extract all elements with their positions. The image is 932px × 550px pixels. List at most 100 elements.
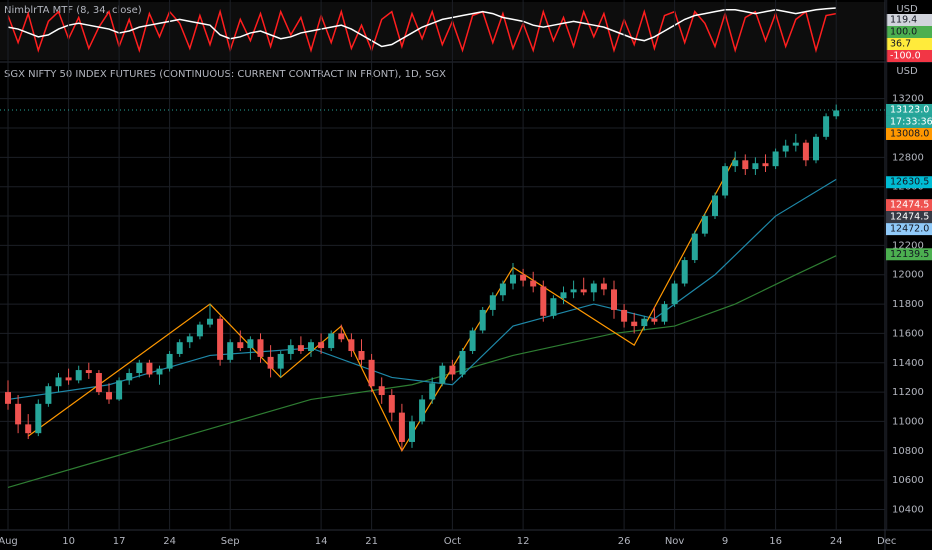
x-tick-label: Sep	[221, 536, 240, 547]
x-tick-label: Oct	[444, 536, 461, 547]
y-tick-label: 12800	[892, 152, 924, 163]
y-tick-label: 10800	[892, 446, 924, 457]
candle-body	[691, 233, 698, 261]
candle-body	[489, 295, 496, 310]
candle-body	[156, 368, 163, 375]
candle-body	[772, 151, 779, 167]
indicator-title: NimblrTA MTF (8, 34, close)	[4, 5, 142, 16]
candle-body	[116, 380, 123, 400]
candle-body	[661, 304, 668, 322]
candle-body	[348, 339, 355, 352]
candle-body	[217, 318, 224, 360]
candle-body	[671, 283, 678, 305]
candle-body	[237, 342, 244, 349]
candle-body	[752, 163, 759, 170]
candle-body	[85, 370, 92, 374]
candle-body	[782, 145, 789, 152]
candle-body	[65, 377, 72, 381]
price-badge-label: 12474.5	[890, 212, 929, 223]
indicator-line	[7, 7, 837, 48]
candle-body	[25, 424, 32, 434]
price-badge-label: 100.0	[890, 27, 917, 38]
candle-body	[247, 339, 254, 349]
candle-body	[398, 412, 405, 442]
y-tick-label: 11000	[892, 416, 924, 427]
candle-body	[469, 330, 476, 352]
candle-body	[5, 392, 11, 404]
candle-body	[560, 292, 567, 299]
candle-body	[641, 318, 648, 327]
price-badge	[886, 14, 932, 26]
candle-body	[15, 403, 22, 425]
candle-body	[823, 116, 830, 137]
price-badge-label: 12474.5	[890, 200, 929, 211]
x-tick-label: Nov	[665, 536, 685, 547]
x-tick-label: 10	[62, 536, 75, 547]
candle-body	[328, 333, 335, 349]
price-badge	[886, 103, 932, 116]
x-tick-label: 24	[830, 536, 843, 547]
overlay-line	[7, 255, 837, 489]
x-tick-label: 14	[315, 536, 328, 547]
candle-body	[257, 339, 264, 357]
candle-body	[499, 283, 506, 296]
currency: USD	[896, 66, 918, 77]
x-tick-label: Dec	[877, 536, 896, 547]
candle-body	[631, 321, 638, 327]
candle-body	[106, 392, 112, 400]
candle-body	[196, 324, 203, 337]
candle-body	[95, 373, 102, 393]
candle-body	[126, 373, 133, 381]
candle-body	[277, 353, 284, 369]
candle-body	[358, 351, 365, 360]
price-badge	[886, 26, 932, 38]
candle-body	[45, 386, 52, 404]
y-tick-label: 10400	[892, 504, 924, 515]
candle-body	[287, 345, 294, 354]
indicator-currency: USD	[896, 4, 918, 15]
price-badge	[886, 223, 932, 236]
price-badge-label: 12472.0	[890, 224, 929, 235]
candle-body	[368, 359, 375, 387]
candle-body	[681, 260, 688, 284]
candle-body	[409, 421, 415, 442]
candle-body	[267, 356, 274, 369]
price-badge	[886, 50, 932, 62]
price-badge-label: 12630.5	[890, 177, 929, 188]
candle-body	[510, 274, 516, 284]
candle-body	[338, 333, 345, 340]
overlay-line	[7, 178, 837, 401]
candle-body	[227, 342, 234, 360]
candle-body	[459, 351, 466, 375]
candle-body	[621, 309, 628, 322]
price-badge-label: 12139.5	[890, 249, 929, 260]
countdown-badge	[886, 115, 932, 128]
candle-body	[429, 383, 436, 400]
y-tick-label: 11600	[892, 328, 924, 339]
candle-body	[186, 336, 193, 343]
candle-body	[540, 286, 547, 316]
candle-body	[136, 362, 143, 374]
candle-body	[308, 342, 314, 352]
price-badge	[886, 127, 932, 140]
candle-body	[520, 274, 527, 281]
candle-body	[732, 160, 739, 167]
y-tick-label: 10600	[892, 475, 924, 486]
x-tick-label: 26	[618, 536, 631, 547]
candle-body	[388, 395, 395, 413]
x-tick-label: 16	[769, 536, 782, 547]
candle-body	[611, 289, 617, 310]
x-tick-label: 24	[163, 536, 176, 547]
price-badge-label: 119.4	[890, 15, 917, 26]
candle-body	[146, 362, 153, 375]
candle-body	[318, 342, 325, 349]
candle-body	[802, 142, 809, 161]
candle-body	[833, 110, 840, 117]
y-tick-label: 12000	[892, 270, 924, 281]
candle-body	[378, 386, 385, 396]
price-badge-label: 36.7	[890, 39, 911, 50]
candle-body	[439, 365, 446, 384]
x-tick-label: Aug	[0, 536, 18, 547]
